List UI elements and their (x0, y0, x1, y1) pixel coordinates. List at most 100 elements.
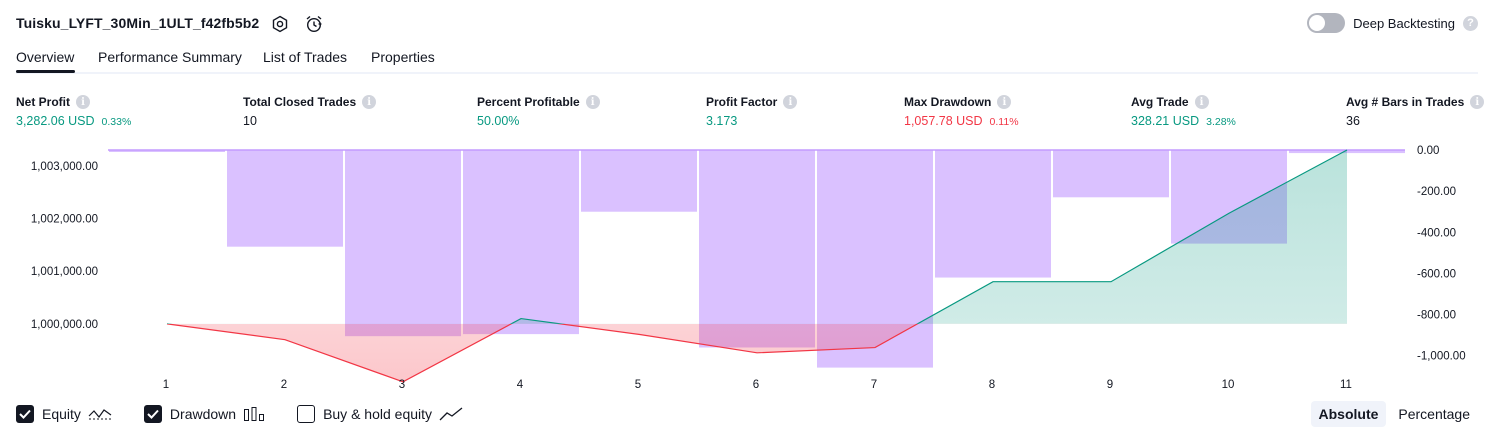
right-axis-tick-label: -400.00 (1417, 227, 1456, 239)
right-axis-tick-label: -800.00 (1417, 310, 1456, 322)
drawdown-bar[interactable] (227, 150, 343, 247)
tab-overview[interactable]: Overview (16, 49, 75, 65)
left-axis-tick-label: 1,001,000.00 (31, 266, 98, 278)
metric-profit-factor: Profit Factor i 3.173 (706, 94, 798, 128)
right-axis: 0.00 -200.00 -400.00 -600.00 -800.00 -1,000.0… (1417, 145, 1466, 363)
left-axis-tick-label: 1,002,000.00 (31, 213, 98, 225)
metric-value: 3.173 (706, 114, 738, 128)
legend-equity[interactable]: Equity (16, 405, 112, 423)
metric-label: Net Profit (16, 95, 70, 109)
equity-drawdown-chart[interactable]: 1,003,000.00 1,002,000.00 1,001,000.00 1,00… (0, 140, 1494, 395)
metric-net-profit: Net Profit i 3,282.06 USD 0.33% (16, 94, 131, 128)
left-axis: 1,003,000.00 1,002,000.00 1,001,000.00 1,00… (31, 161, 98, 331)
deep-backtesting-control: Deep Backtesting ? (1307, 13, 1478, 33)
right-axis-tick-label: -1,000.00 (1417, 351, 1466, 363)
legend-label: Equity (42, 406, 81, 422)
legend-label: Drawdown (169, 406, 237, 422)
value-mode-switch: Absolute Percentage (1310, 401, 1479, 427)
drawdown-bars-icon (243, 406, 265, 422)
left-axis-tick-label: 1,003,000.00 (31, 161, 98, 173)
drawdown-bar[interactable] (581, 150, 697, 212)
x-axis-tick-label: 3 (399, 379, 405, 391)
drawdown-bar[interactable] (699, 150, 815, 348)
info-icon[interactable]: i (1470, 95, 1485, 109)
metric-label: Avg # Bars in Trades (1346, 95, 1465, 109)
metric-avg-bars-in-trades: Avg # Bars in Trades i 36 (1346, 94, 1485, 128)
drawdown-bar[interactable] (1053, 150, 1169, 198)
alarm-clock-icon[interactable] (302, 12, 326, 36)
metric-value: 328.21 USD (1131, 114, 1200, 128)
settings-gear-icon[interactable] (268, 12, 292, 36)
legend-drawdown[interactable]: Drawdown (143, 405, 265, 423)
info-icon[interactable]: i (362, 95, 377, 109)
x-axis-tick-label: 4 (517, 379, 524, 391)
metric-label: Total Closed Trades (243, 95, 357, 109)
equity-line-above (167, 149, 1348, 324)
strategy-header: Tuisku_LYFT_30Min_1ULT_f42fb5b2 Deep Bac… (16, 10, 1478, 38)
equity-icon (88, 406, 112, 422)
metric-value: 10 (243, 114, 257, 128)
chart-legend: Equity Drawdown Buy & hold equity (16, 403, 495, 425)
x-axis: 1 2 3 4 5 6 7 8 9 10 11 (163, 379, 1352, 391)
right-axis-tick-label: 0.00 (1417, 145, 1439, 157)
absolute-button[interactable]: Absolute (1310, 401, 1387, 427)
metric-value: 50.00% (477, 114, 520, 128)
x-axis-tick-label: 2 (281, 379, 287, 391)
metric-label: Percent Profitable (477, 95, 580, 109)
metric-label: Max Drawdown (904, 95, 992, 109)
info-icon[interactable]: i (783, 95, 798, 109)
checkbox-unchecked-icon[interactable] (297, 405, 316, 423)
deep-backtesting-toggle[interactable] (1307, 13, 1346, 33)
x-axis-tick-label: 5 (635, 379, 641, 391)
strategy-title: Tuisku_LYFT_30Min_1ULT_f42fb5b2 (16, 15, 260, 31)
tab-properties[interactable]: Properties (371, 49, 435, 65)
metric-percent: 3.28% (1206, 116, 1236, 128)
metric-value: 36 (1346, 114, 1360, 128)
right-axis-tick-label: -600.00 (1417, 268, 1456, 280)
checkbox-checked-icon[interactable] (143, 405, 162, 423)
x-axis-tick-label: 7 (871, 379, 877, 391)
drawdown-bar[interactable] (463, 150, 579, 335)
x-axis-tick-label: 11 (1340, 379, 1352, 391)
toggle-knob (1309, 15, 1326, 31)
metric-percent: 0.11% (989, 116, 1019, 128)
info-icon[interactable]: i (76, 95, 90, 109)
equity-line-below (166, 323, 919, 383)
active-tab-indicator (16, 70, 75, 73)
info-icon[interactable]: i (1194, 95, 1209, 109)
checkbox-checked-icon[interactable] (16, 405, 34, 423)
metric-max-drawdown: Max Drawdown i 1,057.78 USD 0.11% (904, 94, 1019, 128)
right-axis-tick-label: -200.00 (1417, 186, 1456, 198)
x-axis-tick-label: 1 (163, 379, 169, 391)
help-icon[interactable]: ? (1463, 15, 1478, 31)
left-axis-tick-label: 1,000,000.00 (31, 319, 98, 331)
info-icon[interactable]: i (997, 95, 1012, 109)
x-axis-tick-label: 9 (1107, 379, 1113, 391)
metric-label: Avg Trade (1131, 95, 1189, 109)
x-axis-tick-label: 8 (989, 379, 995, 391)
legend-buy-hold-equity[interactable]: Buy & hold equity (297, 405, 463, 423)
drawdown-bars (108, 149, 1405, 368)
buy-hold-line-icon (439, 406, 463, 422)
drawdown-bar[interactable] (109, 150, 225, 152)
drawdown-bar[interactable] (935, 150, 1051, 278)
tab-list-of-trades[interactable]: List of Trades (263, 49, 348, 65)
metric-percent-profitable: Percent Profitable i 50.00% (477, 94, 600, 128)
deep-backtesting-label: Deep Backtesting (1353, 15, 1455, 31)
metric-value: 1,057.78 USD (904, 114, 983, 128)
metric-avg-trade: Avg Trade i 328.21 USD 3.28% (1131, 94, 1236, 128)
drawdown-bar[interactable] (345, 150, 461, 337)
report-tabs: Overview Performance Summary List of Tra… (16, 44, 1478, 74)
percentage-button[interactable]: Percentage (1398, 406, 1470, 422)
info-icon[interactable]: i (585, 95, 600, 109)
metric-label: Profit Factor (706, 95, 778, 109)
metric-value: 3,282.06 USD (16, 114, 95, 128)
equity-line (166, 149, 1348, 383)
tab-performance-summary[interactable]: Performance Summary (98, 49, 242, 65)
x-axis-tick-label: 6 (753, 379, 759, 391)
metric-percent: 0.33% (101, 116, 132, 128)
metric-total-closed-trades: Total Closed Trades i 10 (243, 94, 377, 128)
equity-gain-area (167, 150, 1347, 324)
legend-label: Buy & hold equity (323, 406, 433, 422)
x-axis-tick-label: 10 (1222, 379, 1235, 391)
